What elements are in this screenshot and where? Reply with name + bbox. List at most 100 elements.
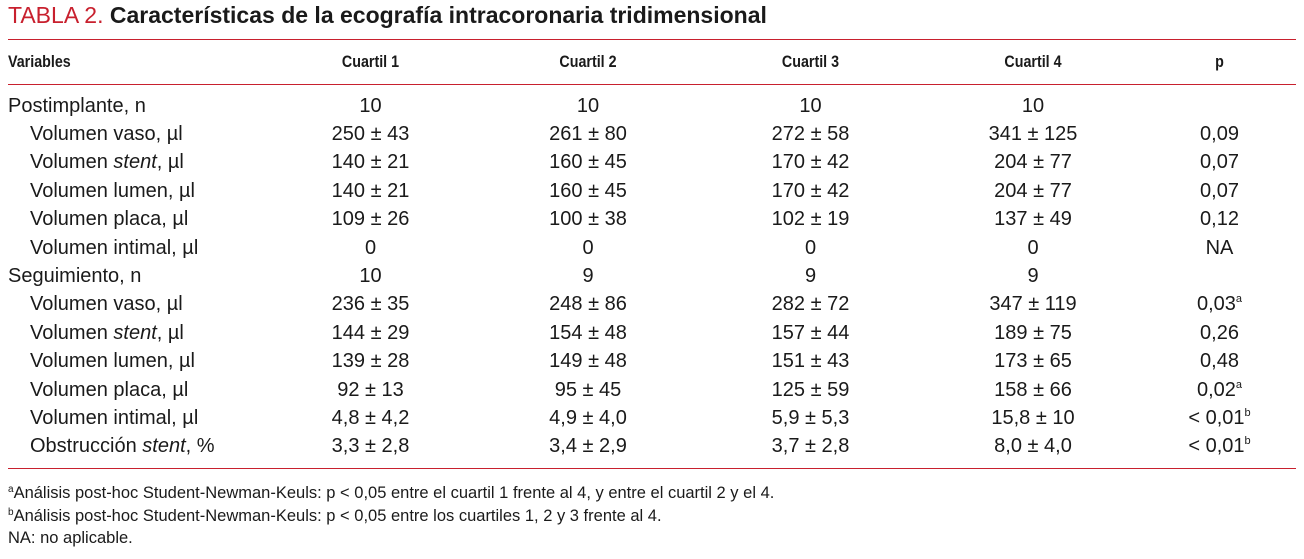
cell-q1: 140 ± 21 <box>263 149 478 177</box>
cell-q1: 144 ± 29 <box>263 319 478 347</box>
cell-value: 261 ± 80 <box>549 123 627 146</box>
cell-q3: 170 ± 42 <box>698 177 923 205</box>
cell-q1: 4,8 ± 4,2 <box>263 404 478 432</box>
cell-q2: 261 ± 80 <box>478 120 698 148</box>
cell-value: 109 ± 26 <box>331 208 410 231</box>
cell-value: 160 ± 45 <box>549 151 627 174</box>
cell-q3: 102 ± 19 <box>698 206 923 234</box>
cell-value: 173 ± 65 <box>994 350 1072 373</box>
cell-value: 0 <box>582 236 594 259</box>
cell-value: 248 ± 86 <box>549 293 627 316</box>
p-value: 0,07 <box>1200 151 1239 174</box>
cell-q2: 248 ± 86 <box>478 291 698 319</box>
cell-p: 0,02a <box>1143 376 1296 404</box>
table-row: Volumen lumen, µl 140 ± 21 160 ± 45 170 ± 4… <box>8 177 1296 205</box>
row-label: Volumen intimal, µl <box>8 234 263 262</box>
column-header-variables: Variables <box>8 52 71 71</box>
cell-q3: 170 ± 42 <box>698 149 923 177</box>
cell-value: 92 ± 13 <box>337 378 404 401</box>
cell-value: 10 <box>576 94 600 117</box>
cell-value: 102 ± 19 <box>771 208 850 231</box>
cell-q3: 5,9 ± 5,3 <box>698 404 923 432</box>
column-header-q2: Cuartil 2 <box>559 52 617 71</box>
cell-value: 204 ± 77 <box>994 151 1072 174</box>
row-label-suffix: , µl <box>156 321 184 344</box>
cell-value: 4,9 ± 4,0 <box>549 406 627 429</box>
spacer-cell <box>8 84 1296 92</box>
cell-q4: 0 <box>923 234 1143 262</box>
cell-q4: 158 ± 66 <box>923 376 1143 404</box>
cell-q4: 204 ± 77 <box>923 149 1143 177</box>
cell-q3: 151 ± 43 <box>698 348 923 376</box>
row-label: Seguimiento, n <box>8 262 263 290</box>
table-row: Volumen vaso, µl 236 ± 35 248 ± 86 282 ± 72… <box>8 291 1296 319</box>
cell-q3: 157 ± 44 <box>698 319 923 347</box>
cell-q4: 9 <box>923 262 1143 290</box>
footnote-text: Análisis post-hoc Student-Newman-Keuls: … <box>13 507 662 525</box>
cell-value: 0 <box>1027 236 1039 259</box>
cell-value: 139 ± 28 <box>331 350 410 373</box>
row-label-text: Postimplante, n <box>8 94 146 117</box>
row-label-text: Volumen intimal, µl <box>30 406 199 429</box>
cell-q3: 272 ± 58 <box>698 120 923 148</box>
cell-q1: 10 <box>263 262 478 290</box>
cell-value: 10 <box>799 94 822 117</box>
cell-q2: 4,9 ± 4,0 <box>478 404 698 432</box>
cell-value: 151 ± 43 <box>771 350 850 373</box>
cell-q4: 10 <box>923 92 1143 120</box>
footnote-b: bAnálisis post-hoc Student-Newman-Keuls:… <box>8 507 662 526</box>
table-title: TABLA 2. Características de la ecografía… <box>8 2 767 29</box>
cell-q2: 154 ± 48 <box>478 319 698 347</box>
cell-q2: 100 ± 38 <box>478 206 698 234</box>
p-value: < 0,01 <box>1188 406 1245 429</box>
p-value: 0,02 <box>1196 378 1236 401</box>
row-label: Obstrucción stent, % <box>8 433 263 461</box>
row-label-text: Seguimiento, n <box>8 265 142 288</box>
cell-q2: 95 ± 45 <box>478 376 698 404</box>
p-value: 0,26 <box>1200 321 1239 344</box>
cell-q3: 125 ± 59 <box>698 376 923 404</box>
row-label: Volumen vaso, µl <box>8 291 263 319</box>
row-label-italic: stent <box>113 151 157 174</box>
header-rule <box>8 84 1296 85</box>
cell-value: 5,9 ± 5,3 <box>771 406 850 429</box>
table-row: Volumen stent, µl 140 ± 21 160 ± 45 170 ± 4… <box>8 149 1296 177</box>
row-label-text: Volumen placa, µl <box>30 378 189 401</box>
cell-p: NA <box>1143 234 1296 262</box>
row-label-text: Volumen vaso, µl <box>30 293 183 316</box>
cell-value: 170 ± 42 <box>771 151 850 174</box>
column-header-q1: Cuartil 1 <box>341 52 400 71</box>
cell-value: 8,0 ± 4,0 <box>994 435 1072 458</box>
column-header-q4: Cuartil 4 <box>1004 52 1062 71</box>
table-row: Obstrucción stent, % 3,3 ± 2,8 3,4 ± 2,9 3,… <box>8 433 1296 461</box>
cell-p <box>1143 262 1296 290</box>
p-footnote-mark: a <box>1235 293 1243 306</box>
footnote-na: NA: no aplicable. <box>8 529 133 548</box>
cell-p <box>1143 92 1296 120</box>
cell-q3: 9 <box>698 262 923 290</box>
p-value: 0,07 <box>1200 179 1239 202</box>
cell-q4: 15,8 ± 10 <box>923 404 1143 432</box>
row-label: Volumen placa, µl <box>8 206 263 234</box>
cell-q4: 347 ± 119 <box>923 291 1143 319</box>
footnote-text: NA: no aplicable. <box>8 529 133 547</box>
table-row: Volumen placa, µl 92 ± 13 95 ± 45 125 ± 59 1… <box>8 376 1296 404</box>
cell-q4: 204 ± 77 <box>923 177 1143 205</box>
cell-q2: 9 <box>478 262 698 290</box>
cell-value: 10 <box>359 265 382 288</box>
p-value: NA <box>1205 236 1234 259</box>
cell-q3: 0 <box>698 234 923 262</box>
row-label-suffix: , µl <box>156 151 184 174</box>
cell-q3: 10 <box>698 92 923 120</box>
cell-p: 0,09 <box>1143 120 1296 148</box>
cell-q1: 92 ± 13 <box>263 376 478 404</box>
cell-value: 341 ± 125 <box>988 123 1078 146</box>
cell-value: 10 <box>359 94 382 117</box>
p-value: 0,09 <box>1200 123 1239 146</box>
cell-value: 0 <box>804 236 817 259</box>
cell-q1: 236 ± 35 <box>263 291 478 319</box>
p-value: 0,12 <box>1200 208 1239 231</box>
cell-value: 149 ± 48 <box>549 350 627 373</box>
cell-value: 204 ± 77 <box>994 179 1072 202</box>
table-row: Volumen stent, µl 144 ± 29 154 ± 48 157 ± 4… <box>8 319 1296 347</box>
